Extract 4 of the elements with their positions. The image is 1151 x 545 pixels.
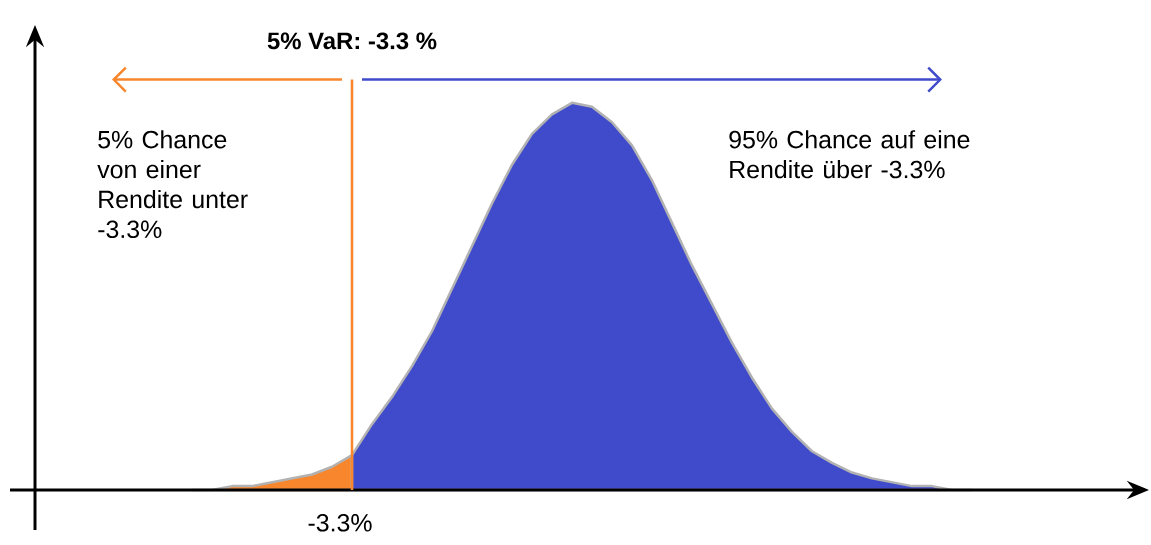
text: -3.3% [308,513,372,532]
chart-title: 5% VaR: -3.3 % [267,32,437,50]
annotation: 5% Chance von einer Rendite unter -3.3% [97,130,248,239]
annotation: 95% Chance auf eine Rendite über -3.3% [729,130,970,179]
